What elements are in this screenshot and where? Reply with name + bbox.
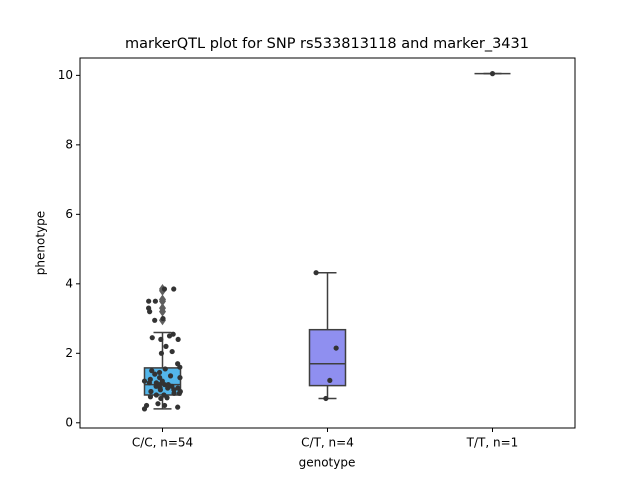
strip-point (323, 395, 329, 402)
strip-point (158, 350, 165, 356)
strip-point (177, 375, 183, 381)
strip-point (155, 401, 161, 407)
strip-point (175, 336, 181, 343)
strip-point (158, 336, 164, 343)
outlier (159, 303, 166, 314)
strip-point (313, 270, 319, 276)
box (308, 328, 347, 387)
x-tick-label: C/C, n=54 (132, 436, 193, 450)
strip-point (146, 305, 152, 311)
strip-point (153, 392, 159, 398)
strip-point (149, 368, 155, 374)
y-tick-label: 0 (65, 415, 73, 429)
strip-point (162, 366, 168, 372)
strip-point (327, 377, 333, 384)
strip-point (175, 385, 181, 391)
strip-point (143, 402, 150, 409)
y-tick-label: 6 (65, 207, 73, 221)
strip-point (152, 298, 158, 304)
strip-point (148, 388, 154, 395)
x-tick-label: C/T, n=4 (301, 436, 354, 450)
y-tick-label: 8 (65, 137, 73, 151)
strip-point (167, 373, 174, 379)
strip-point (160, 315, 166, 322)
strip-point (147, 376, 153, 382)
x-axis-label: genotype (299, 456, 356, 470)
strip-point (171, 286, 177, 292)
strip-point (161, 402, 168, 409)
strip-point (175, 361, 181, 367)
y-tick-label: 4 (65, 276, 73, 290)
strip-point (170, 331, 176, 337)
strip-point (149, 335, 155, 341)
strip-point (169, 348, 175, 355)
plot-frame (79, 57, 576, 429)
strip-point (146, 298, 152, 304)
strip-point (158, 395, 164, 402)
y-tick-label: 10 (58, 68, 73, 82)
strip-point (141, 378, 148, 384)
strip-point (152, 371, 158, 377)
y-axis-label: phenotype (34, 211, 48, 275)
strip-point (156, 369, 163, 376)
strip-point (489, 71, 496, 77)
strip-point (161, 286, 168, 292)
strip-point (147, 394, 154, 400)
strip-point (161, 392, 167, 398)
strip-point (165, 381, 171, 388)
y-tick-label: 2 (65, 346, 73, 360)
x-tick-label: T/T, n=1 (466, 436, 519, 450)
strip-point (163, 343, 169, 349)
strip-point (333, 345, 339, 351)
chart-title: markerQTL plot for SNP rs533813118 and m… (125, 36, 529, 52)
strip-point (153, 380, 159, 386)
strip-point (175, 404, 181, 410)
outlier (159, 294, 166, 305)
strip-point (157, 375, 163, 381)
strip-point (152, 317, 158, 323)
